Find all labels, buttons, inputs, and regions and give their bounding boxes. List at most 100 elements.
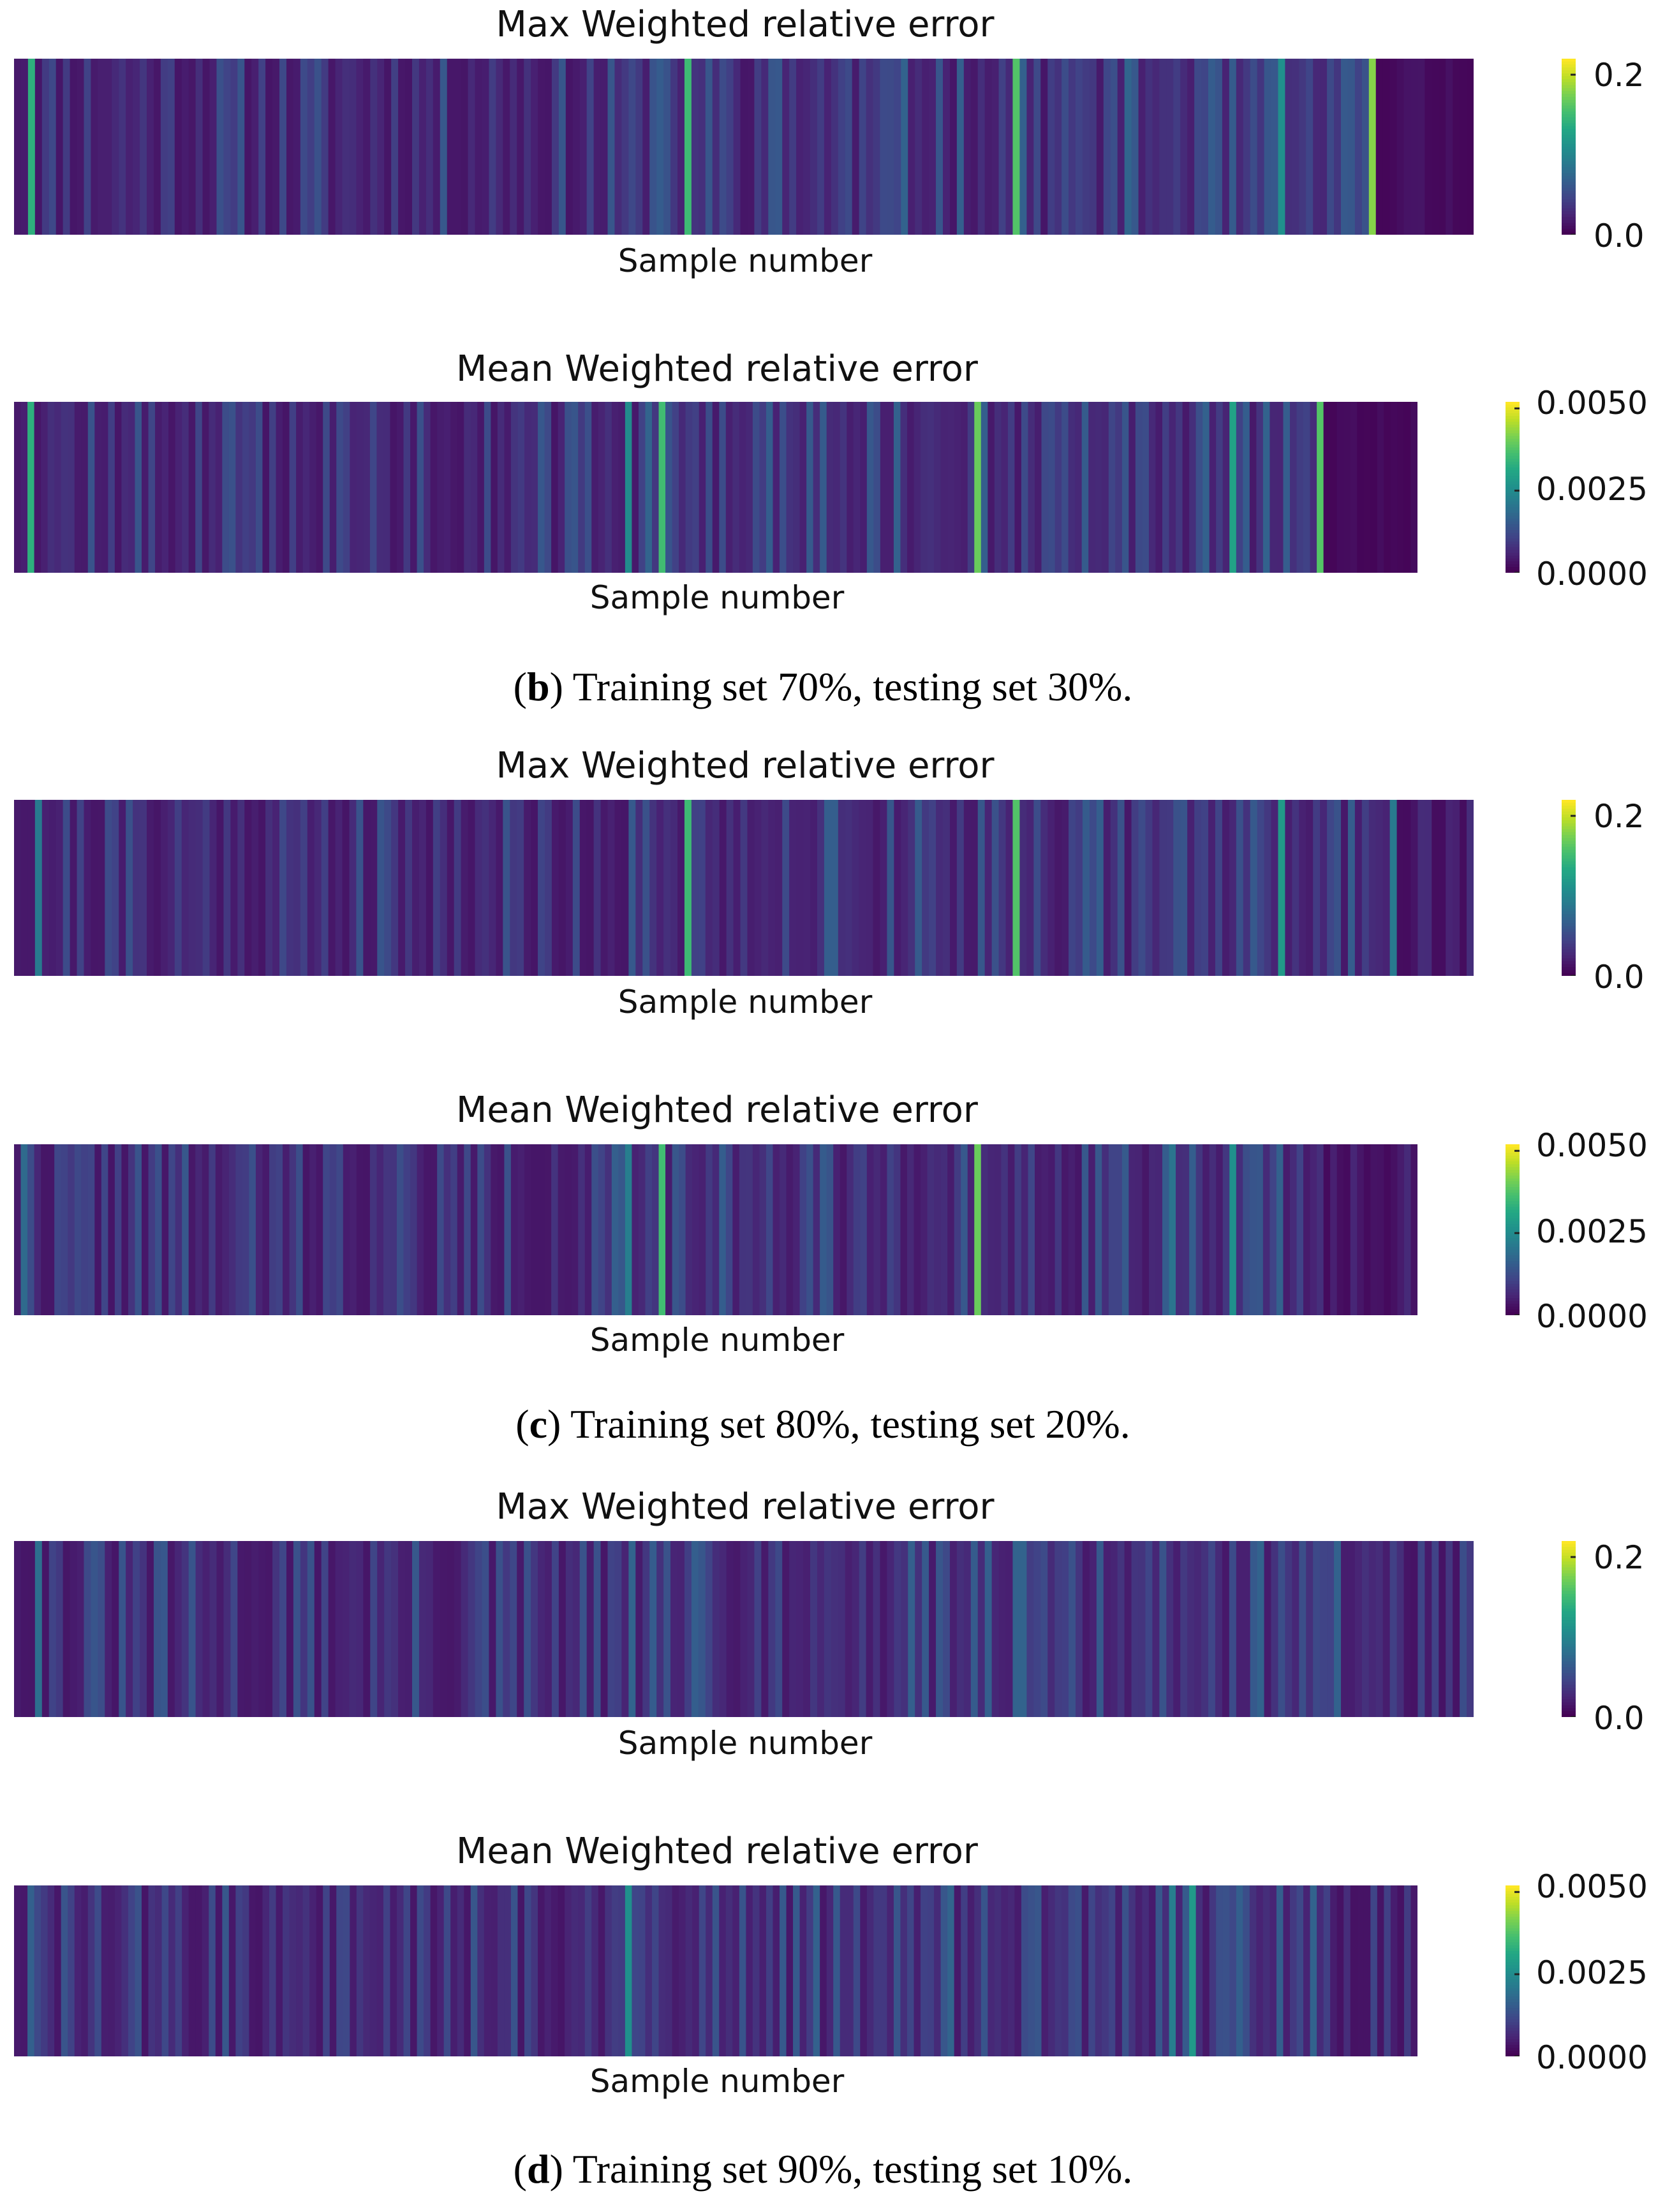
colorbar-segment bbox=[1562, 890, 1576, 894]
heatmap-cell bbox=[900, 1144, 908, 1315]
heatmap-cell bbox=[607, 1541, 616, 1717]
heatmap-cell bbox=[1285, 59, 1292, 235]
heatmap-cell bbox=[691, 800, 699, 976]
colorbar-segment bbox=[1562, 70, 1576, 74]
heatmap-cell bbox=[1001, 1144, 1009, 1315]
heatmap-cell bbox=[300, 59, 308, 235]
heatmap-cell bbox=[47, 1885, 55, 2056]
heatmap-cell bbox=[611, 1885, 619, 2056]
heatmap-cell bbox=[443, 402, 451, 573]
heatmap-cell bbox=[1019, 59, 1027, 235]
heatmap-cell bbox=[1026, 59, 1034, 235]
heatmap-cell bbox=[1236, 800, 1244, 976]
colorbar-segment bbox=[1506, 1982, 1520, 1986]
heatmap-cell bbox=[998, 800, 1007, 976]
heatmap-cell bbox=[1202, 1885, 1210, 2056]
heatmap-cell bbox=[228, 1885, 236, 2056]
heatmap-cell bbox=[733, 800, 741, 976]
heatmap-cell bbox=[833, 402, 841, 573]
heatmap-cell bbox=[1047, 59, 1055, 235]
heatmap-cell bbox=[572, 1541, 581, 1717]
heatmap-cell bbox=[491, 1885, 498, 2056]
panel-d-mean-cbar-tick-0: 0.0000 bbox=[1536, 2039, 1648, 2076]
colorbar-segment bbox=[1506, 1945, 1520, 1949]
colorbar-segment bbox=[1562, 1544, 1576, 1547]
heatmap-cell bbox=[1306, 1541, 1314, 1717]
heatmap-cell bbox=[974, 1144, 982, 1315]
heatmap-cell bbox=[810, 1541, 818, 1717]
heatmap-cell bbox=[796, 800, 804, 976]
panel-d-caption-letter: d bbox=[526, 2146, 550, 2192]
colorbar-segment bbox=[1506, 1922, 1520, 1926]
heatmap-cell bbox=[672, 1885, 679, 2056]
heatmap-cell bbox=[20, 800, 29, 976]
colorbar-segment bbox=[1506, 1962, 1520, 1966]
heatmap-cell bbox=[1336, 402, 1344, 573]
heatmap-cell bbox=[894, 800, 901, 976]
heatmap-cell bbox=[286, 59, 294, 235]
colorbar-segment bbox=[1506, 404, 1520, 408]
colorbar-segment bbox=[1562, 1541, 1576, 1545]
heatmap-cell bbox=[48, 59, 57, 235]
colorbar-segment bbox=[1562, 1602, 1576, 1606]
colorbar-segment bbox=[1506, 413, 1520, 417]
colorbar-segment bbox=[1562, 802, 1576, 806]
heatmap-cell bbox=[1040, 800, 1048, 976]
heatmap-cell bbox=[831, 1541, 839, 1717]
heatmap-cell bbox=[1142, 1885, 1150, 2056]
heatmap-cell bbox=[761, 800, 769, 976]
heatmap-cell bbox=[41, 1541, 50, 1717]
heatmap-cell bbox=[1375, 1541, 1384, 1717]
heatmap-cell bbox=[947, 402, 955, 573]
heatmap-cell bbox=[524, 1144, 532, 1315]
heatmap-cell bbox=[443, 1885, 451, 2056]
panel-c-max-cbar-tick-0: 0.0 bbox=[1594, 959, 1645, 996]
heatmap-cell bbox=[1278, 1541, 1286, 1717]
heatmap-cell bbox=[1310, 1885, 1317, 2056]
heatmap-cell bbox=[1169, 1885, 1176, 2056]
heatmap-cell bbox=[551, 1541, 559, 1717]
heatmap-cell bbox=[894, 59, 901, 235]
heatmap-cell bbox=[558, 800, 566, 976]
heatmap-cell bbox=[363, 800, 371, 976]
colorbar-segment bbox=[1562, 193, 1576, 197]
heatmap-cell bbox=[922, 59, 929, 235]
heatmap-cell bbox=[740, 59, 748, 235]
heatmap-cell bbox=[504, 402, 512, 573]
panel-d-mean-heatmap bbox=[14, 1885, 1417, 2056]
heatmap-cell bbox=[1068, 1144, 1076, 1315]
heatmap-cell bbox=[775, 800, 783, 976]
colorbar-segment bbox=[1506, 552, 1520, 556]
heatmap-cell bbox=[242, 1885, 250, 2056]
heatmap-cell bbox=[1047, 1541, 1055, 1717]
heatmap-cell bbox=[977, 800, 986, 976]
heatmap-cell bbox=[68, 1144, 75, 1315]
heatmap-cell bbox=[126, 59, 133, 235]
heatmap-cell bbox=[343, 1144, 350, 1315]
colorbar-segment bbox=[1506, 1985, 1520, 1989]
heatmap-cell bbox=[417, 1885, 424, 2056]
heatmap-cell bbox=[1173, 59, 1181, 235]
heatmap-cell bbox=[1103, 59, 1111, 235]
heatmap-cell bbox=[108, 1144, 115, 1315]
heatmap-cell bbox=[1173, 1541, 1181, 1717]
colorbar-segment bbox=[1506, 470, 1520, 474]
heatmap-cell bbox=[510, 402, 519, 573]
heatmap-cell bbox=[119, 1541, 126, 1717]
colorbar-segment bbox=[1562, 126, 1576, 129]
colorbar-segment bbox=[1562, 123, 1576, 127]
colorbar-segment bbox=[1506, 1275, 1520, 1279]
heatmap-cell bbox=[1162, 1885, 1170, 2056]
colorbar-segment bbox=[1562, 925, 1576, 929]
heatmap-cell bbox=[61, 402, 68, 573]
colorbar-segment bbox=[1562, 1632, 1576, 1635]
heatmap-cell bbox=[440, 800, 448, 976]
heatmap-cell bbox=[244, 1541, 252, 1717]
heatmap-cell bbox=[370, 800, 378, 976]
colorbar-segment bbox=[1506, 1959, 1520, 1963]
heatmap-cell bbox=[1110, 800, 1118, 976]
colorbar-segment bbox=[1562, 861, 1576, 865]
heatmap-cell bbox=[915, 800, 922, 976]
heatmap-cell bbox=[410, 1144, 418, 1315]
colorbar-segment bbox=[1506, 561, 1520, 565]
